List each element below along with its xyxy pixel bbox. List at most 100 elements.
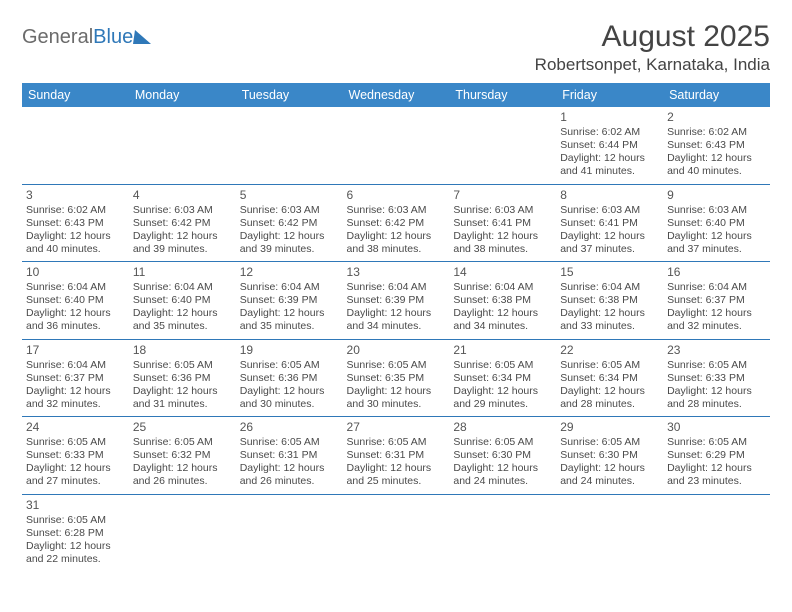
calendar-day-cell: 12Sunrise: 6:04 AMSunset: 6:39 PMDayligh… [236,262,343,340]
daylight-text: Daylight: 12 hours [26,540,125,553]
daylight-text: and 39 minutes. [133,243,232,256]
daylight-text: and 41 minutes. [560,165,659,178]
daylight-text: and 30 minutes. [347,398,446,411]
daylight-text: Daylight: 12 hours [667,230,766,243]
sunrise-text: Sunrise: 6:05 AM [667,359,766,372]
sunset-text: Sunset: 6:43 PM [26,217,125,230]
daylight-text: and 31 minutes. [133,398,232,411]
calendar-day-cell: 10Sunrise: 6:04 AMSunset: 6:40 PMDayligh… [22,262,129,340]
daylight-text: and 24 minutes. [453,475,552,488]
calendar-week-row: 10Sunrise: 6:04 AMSunset: 6:40 PMDayligh… [22,262,770,340]
calendar-day-cell: 23Sunrise: 6:05 AMSunset: 6:33 PMDayligh… [663,339,770,417]
sunset-text: Sunset: 6:40 PM [667,217,766,230]
sunrise-text: Sunrise: 6:05 AM [453,359,552,372]
calendar-day-cell: 15Sunrise: 6:04 AMSunset: 6:38 PMDayligh… [556,262,663,340]
sunset-text: Sunset: 6:41 PM [560,217,659,230]
daylight-text: Daylight: 12 hours [560,230,659,243]
daylight-text: Daylight: 12 hours [560,152,659,165]
daylight-text: and 39 minutes. [240,243,339,256]
daylight-text: and 25 minutes. [347,475,446,488]
calendar-day-cell: 31Sunrise: 6:05 AMSunset: 6:28 PMDayligh… [22,494,129,571]
day-header: Tuesday [236,83,343,107]
sunrise-text: Sunrise: 6:05 AM [26,514,125,527]
daylight-text: Daylight: 12 hours [133,462,232,475]
daylight-text: Daylight: 12 hours [453,385,552,398]
calendar-day-cell: 4Sunrise: 6:03 AMSunset: 6:42 PMDaylight… [129,184,236,262]
title-block: August 2025 Robertsonpet, Karnataka, Ind… [535,20,770,75]
calendar-day-cell: 27Sunrise: 6:05 AMSunset: 6:31 PMDayligh… [343,417,450,495]
day-number: 26 [240,420,339,435]
daylight-text: and 35 minutes. [133,320,232,333]
logo: GeneralBlue [22,20,152,49]
calendar-empty-cell [449,107,556,184]
sunrise-text: Sunrise: 6:04 AM [667,281,766,294]
calendar-week-row: 17Sunrise: 6:04 AMSunset: 6:37 PMDayligh… [22,339,770,417]
calendar-day-cell: 24Sunrise: 6:05 AMSunset: 6:33 PMDayligh… [22,417,129,495]
calendar-empty-cell [556,494,663,571]
day-header: Saturday [663,83,770,107]
day-number: 29 [560,420,659,435]
daylight-text: Daylight: 12 hours [667,152,766,165]
calendar-day-cell: 11Sunrise: 6:04 AMSunset: 6:40 PMDayligh… [129,262,236,340]
sunrise-text: Sunrise: 6:05 AM [453,436,552,449]
day-number: 10 [26,265,125,280]
daylight-text: Daylight: 12 hours [133,385,232,398]
sunset-text: Sunset: 6:30 PM [453,449,552,462]
calendar-day-cell: 16Sunrise: 6:04 AMSunset: 6:37 PMDayligh… [663,262,770,340]
day-number: 12 [240,265,339,280]
day-number: 5 [240,188,339,203]
location: Robertsonpet, Karnataka, India [535,55,770,75]
sunset-text: Sunset: 6:43 PM [667,139,766,152]
day-number: 13 [347,265,446,280]
daylight-text: and 26 minutes. [133,475,232,488]
daylight-text: Daylight: 12 hours [240,307,339,320]
daylight-text: and 36 minutes. [26,320,125,333]
daylight-text: and 24 minutes. [560,475,659,488]
day-number: 4 [133,188,232,203]
calendar-table: SundayMondayTuesdayWednesdayThursdayFrid… [22,83,770,571]
day-number: 14 [453,265,552,280]
daylight-text: Daylight: 12 hours [240,462,339,475]
calendar-day-cell: 2Sunrise: 6:02 AMSunset: 6:43 PMDaylight… [663,107,770,184]
calendar-day-cell: 17Sunrise: 6:04 AMSunset: 6:37 PMDayligh… [22,339,129,417]
day-number: 20 [347,343,446,358]
day-number: 16 [667,265,766,280]
day-number: 9 [667,188,766,203]
sunrise-text: Sunrise: 6:04 AM [133,281,232,294]
day-header: Wednesday [343,83,450,107]
day-number: 3 [26,188,125,203]
daylight-text: and 35 minutes. [240,320,339,333]
calendar-day-cell: 22Sunrise: 6:05 AMSunset: 6:34 PMDayligh… [556,339,663,417]
sunset-text: Sunset: 6:39 PM [347,294,446,307]
sunrise-text: Sunrise: 6:03 AM [453,204,552,217]
day-header: Sunday [22,83,129,107]
day-number: 18 [133,343,232,358]
daylight-text: Daylight: 12 hours [26,307,125,320]
day-header: Friday [556,83,663,107]
sunset-text: Sunset: 6:30 PM [560,449,659,462]
daylight-text: Daylight: 12 hours [560,462,659,475]
daylight-text: Daylight: 12 hours [560,307,659,320]
sunrise-text: Sunrise: 6:05 AM [560,436,659,449]
day-number: 25 [133,420,232,435]
calendar-day-cell: 8Sunrise: 6:03 AMSunset: 6:41 PMDaylight… [556,184,663,262]
sunset-text: Sunset: 6:44 PM [560,139,659,152]
sunrise-text: Sunrise: 6:05 AM [667,436,766,449]
calendar-day-cell: 18Sunrise: 6:05 AMSunset: 6:36 PMDayligh… [129,339,236,417]
daylight-text: Daylight: 12 hours [453,230,552,243]
day-number: 1 [560,110,659,125]
daylight-text: Daylight: 12 hours [26,462,125,475]
logo-text-blue: Blue [93,26,133,49]
sunset-text: Sunset: 6:38 PM [453,294,552,307]
sunrise-text: Sunrise: 6:04 AM [560,281,659,294]
sunset-text: Sunset: 6:39 PM [240,294,339,307]
calendar-empty-cell [343,107,450,184]
calendar-week-row: 3Sunrise: 6:02 AMSunset: 6:43 PMDaylight… [22,184,770,262]
calendar-week-row: 31Sunrise: 6:05 AMSunset: 6:28 PMDayligh… [22,494,770,571]
calendar-week-row: 1Sunrise: 6:02 AMSunset: 6:44 PMDaylight… [22,107,770,184]
sunrise-text: Sunrise: 6:05 AM [240,359,339,372]
daylight-text: Daylight: 12 hours [347,230,446,243]
daylight-text: Daylight: 12 hours [133,307,232,320]
daylight-text: and 28 minutes. [560,398,659,411]
day-number: 23 [667,343,766,358]
